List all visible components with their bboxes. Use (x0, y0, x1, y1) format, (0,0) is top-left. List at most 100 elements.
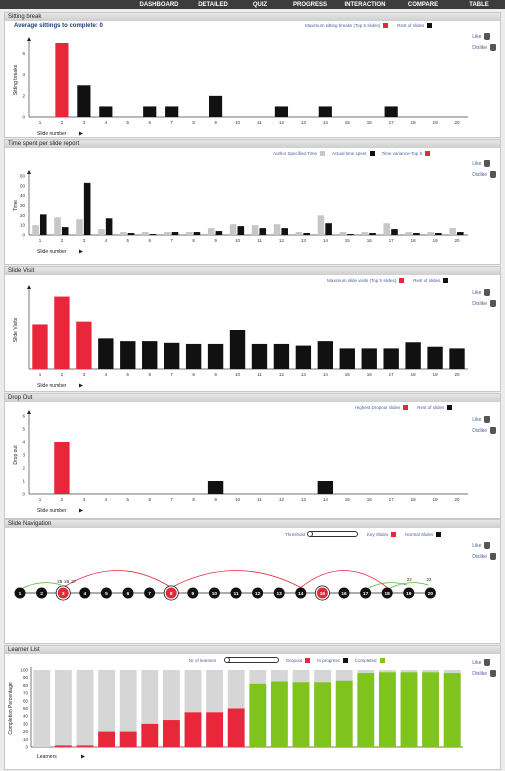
slider-handle[interactable] (307, 531, 314, 537)
dislike-button[interactable]: Dislike (472, 298, 496, 309)
like-label: Like (472, 659, 482, 666)
tab-table[interactable]: TABLE (469, 1, 489, 8)
x-tick-label: 12 (279, 120, 285, 125)
like-button[interactable]: Like (472, 657, 496, 668)
bar-author-time (295, 232, 303, 235)
feedback-box: Like Dislike (472, 158, 496, 180)
bar-author-time (273, 224, 281, 235)
dislike-button[interactable]: Dislike (472, 551, 496, 562)
learners-slider[interactable] (224, 657, 280, 663)
like-button[interactable]: Like (472, 158, 496, 169)
drop-out-panel: Drop Out Highest Dropout slides Rest of … (4, 393, 501, 519)
bar (449, 348, 465, 369)
x-tick-label: 1 (39, 497, 42, 502)
key-slide-node (57, 587, 69, 599)
like-button[interactable]: Like (472, 31, 496, 42)
x-axis-arrow-icon (79, 508, 83, 513)
slide-node (14, 587, 26, 599)
dislike-button[interactable]: Dislike (472, 425, 496, 436)
x-axis-label: Slide number (37, 383, 67, 389)
bar-background (98, 670, 116, 747)
bar-author-time (229, 224, 237, 235)
bar-author-time (383, 223, 391, 235)
thumbs-down-icon (490, 553, 496, 560)
tab-progress[interactable]: PROGRESS (292, 1, 327, 8)
legend: Threshold Key Slides Normal Slides (285, 531, 442, 537)
bar (229, 330, 246, 369)
bar (208, 95, 223, 117)
bar (143, 106, 157, 117)
legend-variance-label: Time variance-Top 5 (381, 151, 423, 156)
bar (295, 345, 312, 369)
like-button[interactable]: Like (472, 414, 496, 425)
x-tick-label: 20 (455, 497, 461, 502)
tab-interaction[interactable]: INTERACTION (344, 1, 386, 8)
tab-compare[interactable]: COMPARE (407, 1, 439, 8)
bar (98, 338, 114, 369)
bar-dropout (76, 745, 94, 747)
x-tick-label: 16 (367, 372, 373, 377)
legend-swatch-red (425, 151, 431, 156)
tab-dashboard[interactable]: DASHBOARD (139, 1, 179, 8)
legend-rest-label: Rest of slides (417, 405, 445, 410)
navigation-arc (300, 570, 388, 588)
dislike-button[interactable]: Dislike (472, 42, 496, 53)
thumbs-down-icon (490, 44, 496, 51)
x-tick-label: 11 (257, 120, 262, 125)
slide-node-label: 14 (298, 591, 304, 597)
legend-actual-label: Actual time spent (332, 151, 367, 156)
bar-author-time (251, 225, 259, 235)
bar-actual-time (457, 232, 464, 235)
dislike-button[interactable]: Dislike (472, 169, 496, 180)
like-label: Like (472, 289, 482, 296)
bar-completed (400, 672, 418, 747)
x-tick-label: 1 (39, 120, 42, 125)
time-spent-panel: Time spent per slide report Author Speci… (4, 139, 501, 265)
bar-dropout (184, 712, 202, 747)
threshold-slider[interactable] (307, 531, 359, 537)
bar-completed (443, 673, 461, 747)
x-tick-label: 10 (235, 497, 241, 502)
legend: Nr of learners Dropout In progress Compl… (189, 657, 385, 663)
thumbs-up-icon (484, 160, 491, 167)
bar-dropout (98, 731, 116, 747)
tab-detailed[interactable]: DETAILED (198, 1, 228, 8)
feedback-box: Like Dislike (472, 657, 496, 679)
legend-swatch-red (383, 23, 389, 28)
x-tick-label: 3 (83, 120, 86, 125)
thumbs-down-icon (490, 427, 496, 434)
x-tick-label: 3 (83, 497, 86, 502)
dislike-button[interactable]: Dislike (472, 668, 496, 679)
y-tick-label: 2 (22, 466, 25, 471)
bar-actual-time (281, 228, 289, 235)
like-button[interactable]: Like (472, 540, 496, 551)
tab-quiz[interactable]: QUIZ (252, 1, 268, 8)
slide-node (36, 587, 48, 599)
slide-node-label: 7 (148, 591, 151, 597)
bar-background (54, 670, 72, 747)
bar-actual-time (215, 231, 223, 235)
x-tick-label: 6 (148, 238, 151, 243)
bar (32, 324, 48, 369)
x-tick-label: 18 (411, 238, 417, 243)
green-arrow (368, 582, 407, 589)
y-axis-arrow-icon (27, 170, 31, 174)
slider-handle[interactable] (224, 657, 231, 663)
x-axis-label: Slide number (37, 131, 67, 137)
bar-completed (249, 683, 267, 747)
x-tick-label: 14 (323, 372, 329, 377)
legend: Maximum sitting breaks (Top 5 slides) Re… (305, 23, 433, 28)
slide-node (187, 587, 199, 599)
x-tick-label: 15 (345, 238, 351, 243)
x-tick-label: 9 (214, 497, 217, 502)
bar-actual-time (39, 214, 47, 235)
slide-node-label: 12 (255, 591, 261, 597)
x-tick-label: 19 (433, 372, 439, 377)
like-button[interactable]: Like (472, 287, 496, 298)
legend-key-label: Key Slides (367, 531, 389, 537)
y-tick-label: 40 (23, 714, 29, 719)
y-tick-label: 3 (22, 453, 25, 458)
bar-author-time (54, 217, 61, 235)
slide-node (79, 587, 91, 599)
bar (120, 341, 136, 369)
